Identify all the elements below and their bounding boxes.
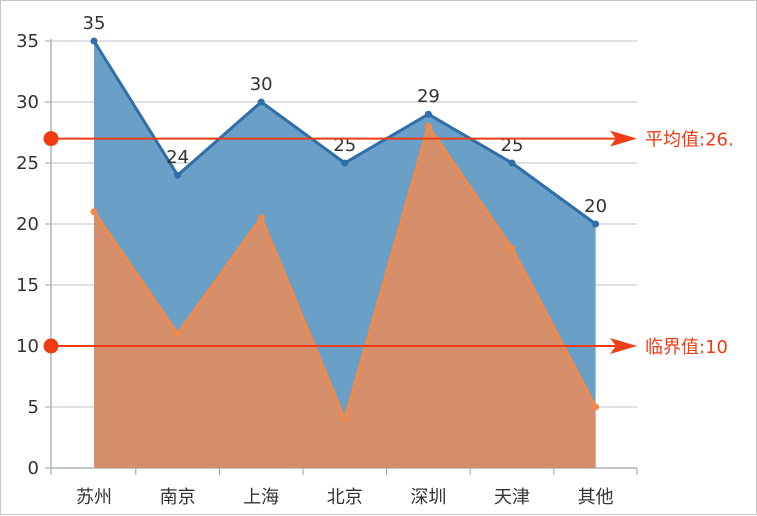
x-tick-label-4: 深圳 xyxy=(410,487,446,508)
x-tick-label-2: 上海 xyxy=(243,487,279,508)
y-tick-label-30: 30 xyxy=(16,92,39,113)
series-0-point-6[interactable] xyxy=(592,220,600,228)
series-1-point-3[interactable] xyxy=(341,415,349,423)
data-label-2: 30 xyxy=(250,74,273,95)
series-1-point-6[interactable] xyxy=(592,403,600,411)
x-tick-label-3: 北京 xyxy=(327,487,363,508)
data-label-0: 35 xyxy=(83,13,106,34)
series-0-point-1[interactable] xyxy=(174,171,182,179)
data-label-3: 25 xyxy=(333,135,356,156)
ref-line-1-label: 临界值:10 xyxy=(645,337,728,358)
y-tick-label-35: 35 xyxy=(16,31,39,52)
series-0-point-3[interactable] xyxy=(341,159,349,167)
ref-line-1-start-marker xyxy=(43,338,59,354)
ref-line-0-arrow-icon xyxy=(610,130,637,147)
series-1-point-4[interactable] xyxy=(424,122,432,130)
y-tick-label-5: 5 xyxy=(28,397,39,418)
x-tick-label-6: 其他 xyxy=(578,487,614,508)
ref-line-0-start-marker xyxy=(43,131,59,147)
ref-line-1-arrow-icon xyxy=(610,338,637,354)
series-0-point-5[interactable] xyxy=(508,159,516,167)
ref-line-0-label: 平均值:26. xyxy=(645,130,734,151)
x-tick-label-0: 苏州 xyxy=(76,487,112,508)
series-0-point-2[interactable] xyxy=(257,98,265,106)
series-1-point-5[interactable] xyxy=(508,244,516,252)
x-tick-label-1: 南京 xyxy=(160,487,196,508)
data-label-4: 29 xyxy=(417,86,440,107)
y-tick-label-15: 15 xyxy=(16,275,39,296)
series-1-point-2[interactable] xyxy=(257,214,265,222)
data-label-6: 20 xyxy=(584,196,607,217)
x-tick-label-5: 天津 xyxy=(494,487,530,508)
series-1-point-1[interactable] xyxy=(174,330,182,338)
data-label-1: 24 xyxy=(166,147,189,168)
y-tick-label-10: 10 xyxy=(16,336,39,357)
y-tick-label-25: 25 xyxy=(16,153,39,174)
data-label-5: 25 xyxy=(501,135,524,156)
series-0-point-0[interactable] xyxy=(90,37,98,45)
y-tick-label-20: 20 xyxy=(16,214,39,235)
series-1-point-0[interactable] xyxy=(90,208,98,216)
series-1-area xyxy=(94,126,596,469)
series-0-point-4[interactable] xyxy=(424,110,432,118)
y-tick-label-0: 0 xyxy=(28,458,39,479)
